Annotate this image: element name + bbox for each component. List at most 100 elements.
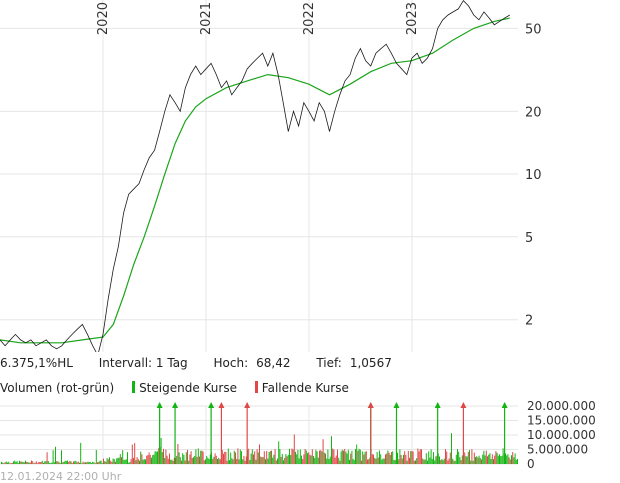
volume-bar bbox=[232, 459, 234, 464]
volume-bar bbox=[511, 455, 512, 464]
volume-bar bbox=[129, 462, 131, 464]
volume-bar bbox=[187, 449, 188, 464]
footer-timestamp: 12.01.2024 22:00 Uhr bbox=[0, 470, 122, 483]
symbol-label: 6.375,1%HL bbox=[0, 356, 73, 370]
volume-bar bbox=[467, 451, 469, 464]
volume-bar bbox=[69, 460, 71, 464]
volume-bar bbox=[227, 448, 229, 464]
volume-bar bbox=[353, 460, 355, 464]
volume-bar bbox=[428, 451, 430, 464]
volume-bar bbox=[209, 454, 211, 464]
volume-bar bbox=[31, 460, 32, 464]
volume-bar bbox=[98, 461, 100, 464]
volume-tick-label-0: 0 bbox=[527, 457, 535, 468]
volume-bar bbox=[391, 452, 392, 464]
volume-bar bbox=[148, 452, 150, 464]
volume-bar bbox=[101, 463, 103, 464]
volume-bar bbox=[110, 460, 112, 464]
volume-bar bbox=[70, 461, 72, 464]
volume-bar bbox=[111, 461, 113, 464]
volume-bar bbox=[501, 455, 503, 464]
volume-bar bbox=[39, 462, 41, 464]
volume-bar bbox=[164, 458, 166, 464]
volume-bar bbox=[461, 455, 463, 464]
volume-bar bbox=[195, 449, 197, 464]
volume-bar bbox=[253, 454, 254, 464]
volume-bar bbox=[397, 452, 398, 464]
volume-bar bbox=[145, 459, 146, 464]
volume-bar bbox=[68, 461, 70, 464]
volume-bar bbox=[182, 453, 184, 464]
high-info: Hoch: 68,42 bbox=[214, 356, 291, 370]
x-tick-label-2022: 2022 bbox=[302, 2, 317, 35]
volume-bar bbox=[322, 439, 324, 464]
volume-bar bbox=[272, 457, 274, 464]
volume-bar bbox=[313, 456, 314, 464]
volume-bar bbox=[398, 459, 400, 464]
volume-bar bbox=[4, 462, 6, 464]
volume-bar bbox=[394, 460, 396, 464]
volume-bar bbox=[40, 462, 42, 464]
high-value: 68,42 bbox=[256, 356, 291, 370]
volume-bar bbox=[371, 454, 373, 464]
volume-bar bbox=[260, 456, 262, 464]
volume-bar bbox=[116, 458, 118, 464]
volume-bar bbox=[430, 449, 432, 464]
volume-bar bbox=[269, 451, 271, 464]
volume-bar bbox=[242, 459, 244, 464]
volume-bar bbox=[442, 460, 444, 464]
volume-bar bbox=[5, 461, 7, 464]
volume-bar bbox=[459, 457, 461, 464]
volume-bar bbox=[107, 459, 109, 464]
volume-bar bbox=[279, 449, 281, 464]
volume-bar bbox=[346, 453, 348, 464]
volume-bar bbox=[283, 460, 284, 464]
volume-bar bbox=[303, 454, 305, 464]
volume-bar bbox=[493, 459, 494, 464]
volume-bar bbox=[357, 450, 359, 464]
volume-bar bbox=[241, 451, 242, 464]
volume-bar bbox=[265, 459, 266, 464]
volume-bar bbox=[119, 454, 121, 464]
volume-bar bbox=[500, 456, 502, 464]
volume-bar bbox=[315, 449, 317, 464]
volume-bar bbox=[458, 451, 460, 464]
volume-bar bbox=[355, 449, 356, 464]
volume-bar bbox=[419, 449, 421, 464]
volume-bar bbox=[415, 460, 416, 464]
falling-spike-3-arrow bbox=[460, 402, 467, 408]
volume-bar bbox=[165, 449, 167, 464]
volume-bar bbox=[374, 457, 376, 464]
volume-bar bbox=[256, 449, 258, 464]
volume-bar bbox=[302, 459, 304, 464]
volume-bar bbox=[423, 459, 425, 464]
volume-bar bbox=[275, 460, 277, 464]
volume-bar bbox=[281, 454, 283, 464]
volume-bar bbox=[488, 454, 490, 464]
volume-bar bbox=[382, 458, 384, 464]
volume-bar bbox=[410, 451, 412, 464]
volume-bar bbox=[441, 458, 443, 464]
low-info: Tief: 1,0567 bbox=[316, 356, 392, 370]
volume-bar bbox=[373, 454, 374, 464]
volume-bar bbox=[137, 459, 139, 464]
volume-bar bbox=[188, 460, 190, 464]
volume-bar bbox=[284, 457, 286, 464]
volume-bar bbox=[91, 463, 92, 464]
volume-bar bbox=[329, 456, 331, 464]
volume-bar bbox=[115, 461, 116, 464]
volume-bar bbox=[117, 457, 119, 464]
volume-bar bbox=[487, 456, 488, 464]
volume-bar bbox=[128, 462, 130, 464]
volume-bar bbox=[325, 453, 326, 464]
volume-bar bbox=[161, 452, 163, 464]
volume-bar bbox=[298, 458, 300, 464]
volume-bar bbox=[491, 454, 493, 464]
volume-bar bbox=[399, 449, 401, 464]
volume-bar bbox=[451, 433, 452, 464]
volume-tick-label-4: 20.000.000 bbox=[527, 399, 596, 413]
volume-bar bbox=[73, 461, 74, 464]
volume-bar bbox=[141, 454, 143, 464]
falling-spike-1-arrow bbox=[244, 402, 251, 408]
volume-bar bbox=[71, 463, 73, 464]
